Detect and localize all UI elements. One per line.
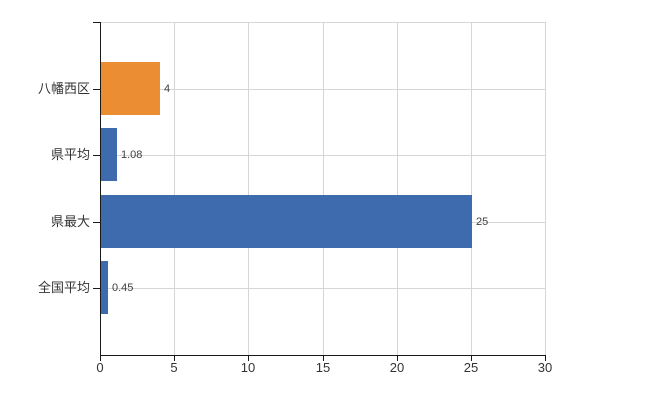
y-tick-mark [93, 155, 100, 156]
bar [101, 62, 160, 115]
x-axis-tick-label: 0 [96, 360, 104, 375]
x-axis-tick-label: 10 [240, 360, 256, 375]
gridline-vertical [397, 22, 398, 355]
x-tick-mark [100, 356, 101, 361]
x-tick-mark [323, 356, 324, 361]
gridline-vertical [471, 22, 472, 355]
bar-value-label: 1.08 [121, 149, 143, 161]
bar-value-label: 25 [476, 216, 489, 228]
y-tick-mark [93, 288, 100, 289]
gridline-vertical [545, 22, 546, 355]
plot-top-border [100, 22, 545, 23]
y-tick-mark-top [93, 22, 100, 23]
gridline-vertical [323, 22, 324, 355]
y-axis-line [100, 22, 101, 356]
x-axis-tick-label: 15 [315, 360, 331, 375]
x-tick-mark [545, 356, 546, 361]
gridline-vertical [174, 22, 175, 355]
x-tick-mark [174, 356, 175, 361]
gridline-horizontal [100, 288, 545, 289]
y-tick-mark [93, 89, 100, 90]
x-axis-tick-label: 30 [537, 360, 553, 375]
bar-value-label: 0.45 [112, 282, 134, 294]
gridline-horizontal [100, 89, 545, 90]
y-tick-mark [93, 222, 100, 223]
x-axis-line [100, 355, 546, 356]
gridline-vertical [248, 22, 249, 355]
category-label: 全国平均 [37, 280, 90, 295]
bar [101, 128, 117, 181]
x-axis-tick-label: 25 [463, 360, 479, 375]
x-axis-tick-label: 20 [389, 360, 405, 375]
x-axis-tick-label: 5 [170, 360, 178, 375]
gridline-horizontal [100, 155, 545, 156]
x-tick-mark [471, 356, 472, 361]
category-label: 県最大 [50, 214, 90, 229]
x-tick-mark [248, 356, 249, 361]
bar [101, 261, 108, 314]
plot-area: 4 1.08 25 0.45 [100, 22, 546, 355]
bar-value-label: 4 [164, 83, 171, 95]
x-tick-mark [397, 356, 398, 361]
category-label: 八幡西区 [37, 81, 90, 96]
category-label: 県平均 [50, 147, 90, 162]
bar [101, 195, 472, 248]
